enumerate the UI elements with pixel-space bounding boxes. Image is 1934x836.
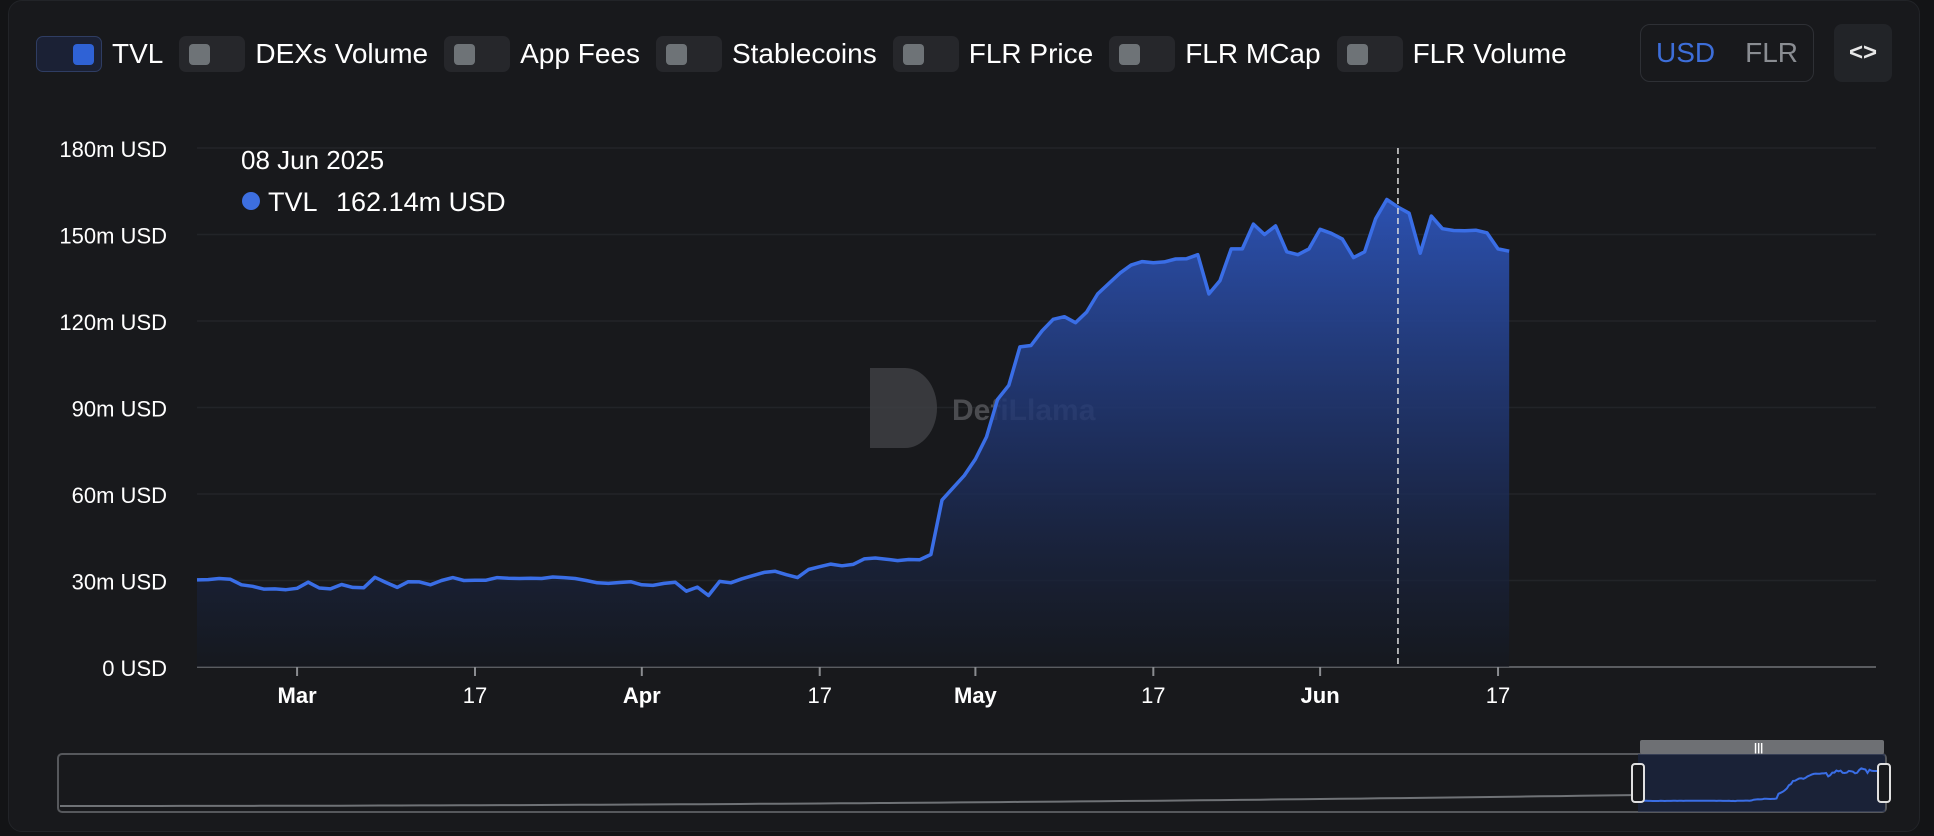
chart-panel (8, 0, 1920, 832)
toggle-stablecoins[interactable]: Stablecoins (655, 36, 877, 72)
toggle-knob (454, 44, 476, 65)
toggle-switch[interactable] (36, 36, 102, 72)
toggle-label: FLR MCap (1185, 38, 1321, 69)
toggle-label: Stablecoins (731, 38, 877, 69)
toggle-knob (665, 44, 687, 65)
toggle-knob (902, 44, 924, 65)
embed-button[interactable]: <> (1834, 24, 1892, 82)
currency-flr-option[interactable]: FLR (1745, 37, 1798, 68)
toggle-knob (1346, 44, 1368, 65)
toggle-switch[interactable] (1336, 36, 1403, 72)
toggle-knob (1119, 44, 1141, 65)
currency-switch: USD FLR (1640, 24, 1814, 82)
toggle-flr-volume[interactable]: FLR Volume (1336, 36, 1567, 72)
toggle-app-fees[interactable]: App Fees (444, 36, 640, 72)
toggle-label: FLR Price (968, 38, 1094, 69)
toggle-label: FLR Volume (1412, 38, 1567, 69)
toggle-flr-mcap[interactable]: FLR MCap (1109, 36, 1321, 72)
toggle-label: DEXs Volume (255, 38, 429, 69)
toggle-label: App Fees (520, 38, 640, 69)
currency-usd-option[interactable]: USD (1655, 37, 1716, 68)
toggle-switch[interactable] (444, 36, 511, 72)
toggle-tvl[interactable]: TVL (36, 36, 163, 72)
toggle-switch[interactable] (179, 36, 246, 72)
toggle-label: TVL (112, 38, 164, 69)
toggle-switch[interactable] (655, 36, 722, 72)
toggle-knob (189, 44, 211, 65)
code-brackets-icon: <> (1848, 39, 1878, 66)
toggle-dexs-volume[interactable]: DEXs Volume (179, 36, 428, 72)
toggle-flr-price[interactable]: FLR Price (892, 36, 1094, 72)
toggle-knob (73, 44, 94, 65)
toggle-switch[interactable] (1109, 36, 1176, 72)
toggle-switch[interactable] (892, 36, 959, 72)
series-toggle-bar: TVL DEXs Volume App Fees Stablecoins FLR Pri… (36, 34, 1583, 74)
